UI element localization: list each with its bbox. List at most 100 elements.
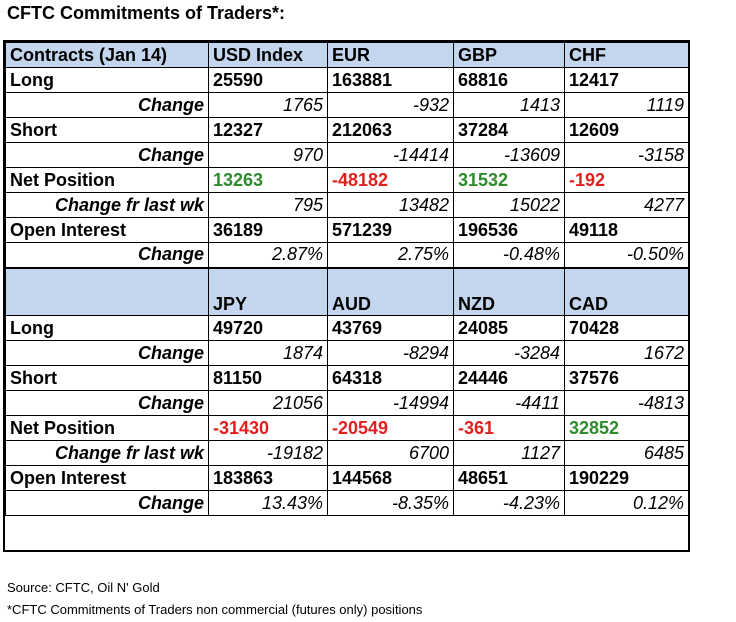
- value-cell: 6700: [327, 440, 454, 466]
- table-row: Change 21056 -14994 -4411 -4813: [5, 390, 689, 416]
- value-cell: 24446: [453, 365, 565, 391]
- row-label-cell: Change: [5, 142, 209, 168]
- table-row: Short 12327 212063 37284 12609: [5, 117, 689, 143]
- value-cell: 163881: [327, 67, 454, 93]
- value-cell: 0.12%: [564, 490, 689, 516]
- row-label-cell: Change: [5, 390, 209, 416]
- header-currency-cell: USD Index: [208, 42, 328, 68]
- value-cell: 13263: [208, 167, 328, 193]
- value-cell: 15022: [453, 192, 565, 218]
- value-cell: -48182: [327, 167, 454, 193]
- value-cell: 37284: [453, 117, 565, 143]
- value-cell: -0.48%: [453, 242, 565, 268]
- value-cell: 571239: [327, 217, 454, 243]
- header-currency-cell: CAD: [564, 266, 689, 316]
- value-cell: 31532: [453, 167, 565, 193]
- value-cell: 13.43%: [208, 490, 328, 516]
- value-cell: 25590: [208, 67, 328, 93]
- header-currency-cell: CHF: [564, 42, 689, 68]
- value-cell: -8294: [327, 340, 454, 366]
- header-currency-cell: NZD: [453, 266, 565, 316]
- row-label-cell: Net Position: [5, 415, 209, 441]
- table-row: Change 13.43% -8.35% -4.23% 0.12%: [5, 490, 689, 516]
- value-cell: 43769: [327, 315, 454, 341]
- row-label-cell: Open Interest: [5, 465, 209, 491]
- value-cell: -13609: [453, 142, 565, 168]
- value-cell: 795: [208, 192, 328, 218]
- value-cell: 183863: [208, 465, 328, 491]
- value-cell: -3284: [453, 340, 565, 366]
- table-row: Change 1765 -932 1413 1119: [5, 92, 689, 118]
- value-cell: -20549: [327, 415, 454, 441]
- row-label-cell: Short: [5, 365, 209, 391]
- value-cell: -932: [327, 92, 454, 118]
- row-label-cell: Change fr last wk: [5, 440, 209, 466]
- value-cell: -4411: [453, 390, 565, 416]
- value-cell: 1127: [453, 440, 565, 466]
- value-cell: 196536: [453, 217, 565, 243]
- table-row: Net Position -31430 -20549 -361 32852: [5, 415, 689, 441]
- value-cell: 1765: [208, 92, 328, 118]
- value-cell: 70428: [564, 315, 689, 341]
- table-row: Change fr last wk -19182 6700 1127 6485: [5, 440, 689, 466]
- footnote: *CFTC Commitments of Traders non commerc…: [7, 602, 423, 617]
- table-row: Net Position 13263 -48182 31532 -192: [5, 167, 689, 193]
- table-row: Change 1874 -8294 -3284 1672: [5, 340, 689, 366]
- value-cell: 1874: [208, 340, 328, 366]
- value-cell: 49720: [208, 315, 328, 341]
- row-label-cell: Short: [5, 117, 209, 143]
- value-cell: 4277: [564, 192, 689, 218]
- row-label-cell: Change: [5, 340, 209, 366]
- value-cell: 6485: [564, 440, 689, 466]
- value-cell: -14994: [327, 390, 454, 416]
- value-cell: 32852: [564, 415, 689, 441]
- value-cell: 64318: [327, 365, 454, 391]
- value-cell: 37576: [564, 365, 689, 391]
- cot-table: Contracts (Jan 14) USD Index EUR GBP CHF Long…: [5, 42, 689, 516]
- table-row: Short 81150 64318 24446 37576: [5, 365, 689, 391]
- value-cell: -8.35%: [327, 490, 454, 516]
- table-row: Change 970 -14414 -13609 -3158: [5, 142, 689, 168]
- source-note: Source: CFTC, Oil N' Gold: [7, 580, 160, 595]
- value-cell: 68816: [453, 67, 565, 93]
- value-cell: -0.50%: [564, 242, 689, 268]
- value-cell: 2.75%: [327, 242, 454, 268]
- value-cell: -3158: [564, 142, 689, 168]
- table-row: Change 2.87% 2.75% -0.48% -0.50%: [5, 242, 689, 268]
- row-label-cell: Long: [5, 315, 209, 341]
- table-row: Change fr last wk 795 13482 15022 4277: [5, 192, 689, 218]
- table2-header-row: JPY AUD NZD CAD: [5, 266, 689, 316]
- row-label-cell: Change fr last wk: [5, 192, 209, 218]
- header-currency-cell: EUR: [327, 42, 454, 68]
- row-label-cell: Open Interest: [5, 217, 209, 243]
- value-cell: 190229: [564, 465, 689, 491]
- header-currency-cell: JPY: [208, 266, 328, 316]
- value-cell: 970: [208, 142, 328, 168]
- value-cell: 2.87%: [208, 242, 328, 268]
- value-cell: 1119: [564, 92, 689, 118]
- header-currency-cell: AUD: [327, 266, 454, 316]
- value-cell: -14414: [327, 142, 454, 168]
- header-label-cell: [5, 266, 209, 316]
- value-cell: 12609: [564, 117, 689, 143]
- value-cell: -4813: [564, 390, 689, 416]
- row-label-cell: Long: [5, 67, 209, 93]
- value-cell: 13482: [327, 192, 454, 218]
- value-cell: 48651: [453, 465, 565, 491]
- value-cell: 21056: [208, 390, 328, 416]
- page-title: CFTC Commitments of Traders*:: [7, 3, 286, 23]
- row-label-cell: Net Position: [5, 167, 209, 193]
- table-row: Open Interest 36189 571239 196536 49118: [5, 217, 689, 243]
- value-cell: 49118: [564, 217, 689, 243]
- table-frame: [3, 40, 690, 552]
- value-cell: 1413: [453, 92, 565, 118]
- row-label-cell: Change: [5, 242, 209, 268]
- value-cell: -192: [564, 167, 689, 193]
- value-cell: -31430: [208, 415, 328, 441]
- value-cell: 12327: [208, 117, 328, 143]
- table1-header-row: Contracts (Jan 14) USD Index EUR GBP CHF: [5, 42, 689, 68]
- header-label-cell: Contracts (Jan 14): [5, 42, 209, 68]
- value-cell: 1672: [564, 340, 689, 366]
- table-row: Long 25590 163881 68816 12417: [5, 67, 689, 93]
- value-cell: 36189: [208, 217, 328, 243]
